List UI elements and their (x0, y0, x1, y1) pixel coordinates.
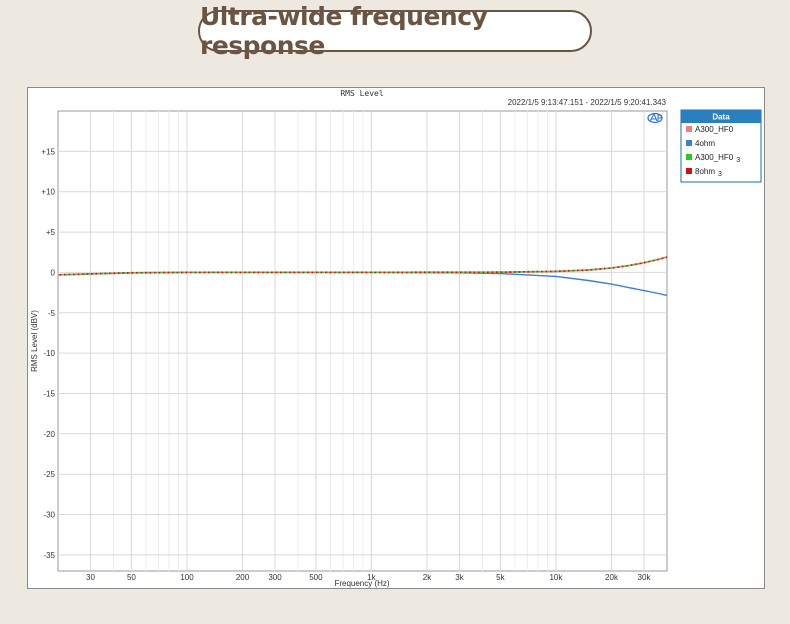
legend: Data A300_HF0 4ohm A300_HF0 3 8ohm 3 (680, 109, 762, 183)
x-tick-label: 3k (455, 573, 464, 582)
y-axis-label: RMS Level (dBV) (30, 310, 39, 372)
y-tick-label: -5 (48, 309, 56, 318)
x-tick-label: 50 (127, 573, 136, 582)
x-tick-label: 30 (86, 573, 95, 582)
y-tick-label: +15 (41, 147, 55, 156)
x-axis-label: Frequency (Hz) (334, 579, 389, 588)
y-tick-label: -15 (43, 390, 55, 399)
legend-items: A300_HF0 4ohm A300_HF0 3 8ohm 3 (686, 125, 740, 178)
y-axis-ticks: +15 +10 +5 0 -5 -10 -15 -20 -25 -30 -35 (41, 147, 55, 560)
series-line-8ohm-3 (57, 256, 668, 276)
legend-label-sub: 3 (736, 157, 740, 164)
x-tick-label: 500 (309, 573, 323, 582)
legend-header (681, 110, 761, 123)
y-tick-label: -10 (43, 349, 55, 358)
banner-title: Ultra-wide frequency response (200, 2, 488, 60)
legend-title: Data (712, 113, 730, 122)
rms-level-chart: RMS Level 2022/1/5 9:13:47.151 - 2022/1/… (30, 89, 762, 588)
legend-label: A300_HF0 3 (695, 153, 740, 164)
series-line-a300-hf0-3 (57, 256, 668, 276)
y-tick-label: +10 (41, 188, 55, 197)
legend-label: 4ohm (695, 139, 715, 148)
series-line-a300-hf0 (57, 256, 668, 276)
legend-swatch (686, 126, 692, 132)
y-tick-label: -20 (43, 430, 55, 439)
x-tick-label: 1k (367, 573, 376, 582)
legend-swatch (686, 140, 692, 146)
x-tick-label: 20k (605, 573, 619, 582)
x-tick-label: 300 (268, 573, 282, 582)
y-tick-label: 0 (51, 268, 56, 277)
legend-swatch (686, 168, 692, 174)
title-banner: Ultra-wide frequency response (198, 2, 592, 60)
x-tick-label: 100 (180, 573, 194, 582)
y-tick-label: -35 (43, 551, 55, 560)
legend-swatch (686, 154, 692, 160)
series-lines (57, 256, 668, 297)
chart-panel: RMS Level 2022/1/5 9:13:47.151 - 2022/1/… (27, 87, 765, 589)
y-tick-label: -30 (43, 511, 55, 520)
x-tick-label: 5k (496, 573, 505, 582)
x-axis-ticks: 30 50 100 200 300 500 1k 2k 3k 5k 10k 20k 30k (86, 573, 651, 582)
major-grid (58, 111, 667, 571)
ap-logo-icon (647, 112, 663, 124)
y-tick-label: +5 (46, 228, 56, 237)
x-tick-label: 10k (549, 573, 563, 582)
legend-label-sub: 3 (718, 171, 722, 178)
y-tick-label: -25 (43, 470, 55, 479)
x-tick-label: 30k (638, 573, 652, 582)
chart-title: RMS Level (340, 89, 384, 98)
time-range: 2022/1/5 9:13:47.151 - 2022/1/5 9:20:41.… (508, 98, 667, 107)
x-tick-label: 200 (236, 573, 250, 582)
x-tick-label: 2k (423, 573, 432, 582)
legend-label: A300_HF0 (695, 125, 734, 134)
legend-label: 8ohm 3 (695, 167, 722, 178)
